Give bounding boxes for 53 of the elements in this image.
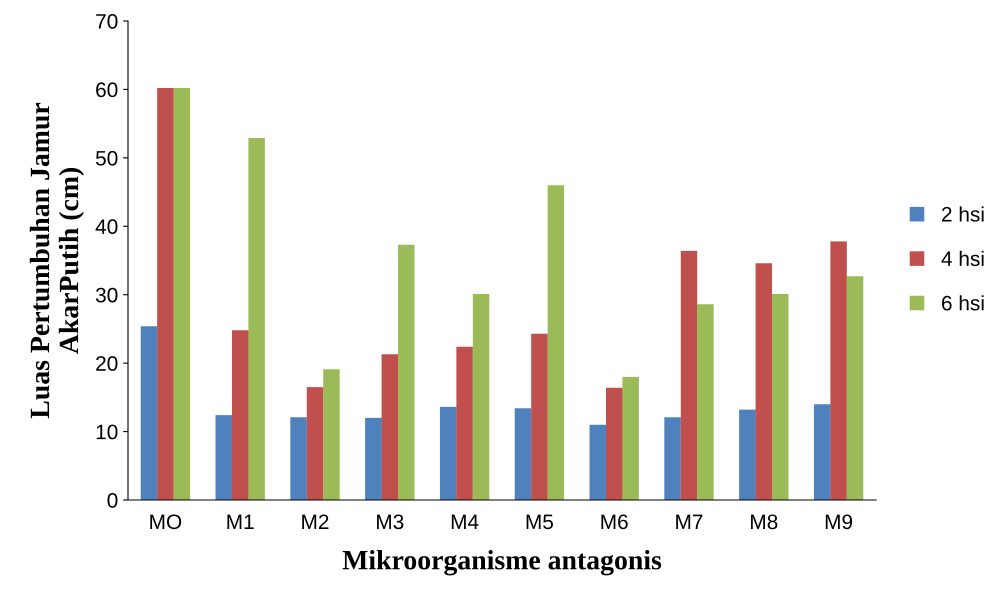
y-tick-label: 10 xyxy=(96,424,118,440)
bar xyxy=(216,415,232,500)
x-axis-title: Mikroorganisme antagonis xyxy=(342,550,662,576)
y-axis-title: Luas Pertumbuhan Jamur AkarPutih (cm) xyxy=(30,102,84,418)
y-tick-label: 50 xyxy=(96,150,118,166)
bar xyxy=(697,304,714,500)
y-tick-label: 30 xyxy=(96,288,118,302)
bar xyxy=(174,88,190,500)
x-tick-label: M2 xyxy=(302,514,328,529)
x-tick-label: M1 xyxy=(227,514,254,529)
bar xyxy=(531,334,548,500)
y-tick-label: 20 xyxy=(96,356,118,371)
bar xyxy=(606,388,622,500)
legend-label: 6 hsi xyxy=(942,295,984,311)
x-tick-label: M9 xyxy=(826,514,852,530)
bar xyxy=(157,88,174,500)
bar xyxy=(664,417,681,500)
bar xyxy=(472,294,490,500)
bar xyxy=(248,138,265,500)
bar xyxy=(140,326,158,500)
bar xyxy=(440,406,456,500)
y-tick-label: 70 xyxy=(96,14,118,29)
x-tick-label: M7 xyxy=(676,514,702,529)
bar xyxy=(680,250,698,500)
bar xyxy=(830,241,847,500)
bar xyxy=(514,408,532,500)
bar xyxy=(756,263,772,500)
y-tick-label: 40 xyxy=(96,219,118,234)
bar xyxy=(772,294,788,500)
y-tick-label: 60 xyxy=(96,82,118,98)
y-tick-label: 0 xyxy=(108,493,118,508)
bar xyxy=(365,418,382,500)
bar xyxy=(290,417,307,500)
bar xyxy=(622,376,639,500)
bar xyxy=(232,330,248,500)
bar xyxy=(814,404,830,500)
bar xyxy=(456,346,473,500)
x-tick-label: M6 xyxy=(601,514,628,530)
x-tick-label: M8 xyxy=(751,514,778,530)
x-tick-label: M4 xyxy=(452,514,478,529)
legend-label: 2 hsi xyxy=(942,206,984,222)
x-tick-label: M3 xyxy=(377,514,404,530)
x-tick-label: MO xyxy=(150,514,182,530)
bar xyxy=(323,369,340,500)
legend-label: 4 hsi xyxy=(941,250,984,266)
bar xyxy=(306,387,324,500)
bar xyxy=(398,244,414,500)
bar xyxy=(846,276,864,500)
bar xyxy=(382,354,398,500)
bar xyxy=(590,424,606,500)
x-tick-label: M5 xyxy=(526,514,553,530)
bar xyxy=(548,185,564,500)
bar xyxy=(739,410,756,500)
